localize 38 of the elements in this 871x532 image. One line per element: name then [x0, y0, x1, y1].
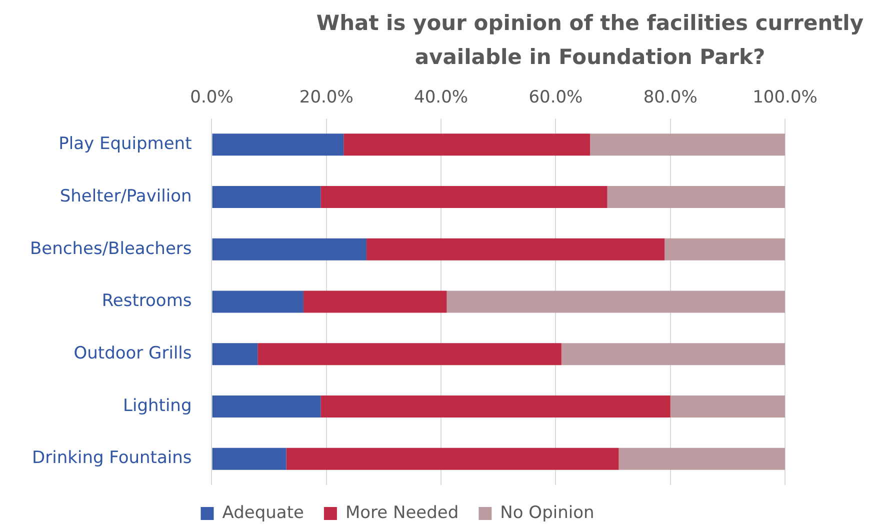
x-tick-label: 80.0% [643, 88, 698, 108]
bar [670, 395, 785, 418]
y-tick-label: Benches/Bleachers [30, 238, 192, 259]
x-tick-label: 40.0% [414, 88, 468, 108]
bar [212, 134, 344, 156]
x-tick-label: 60.0% [528, 88, 583, 108]
bar [446, 290, 785, 313]
bar [258, 343, 562, 366]
x-tick-label: 100.0% [752, 88, 818, 108]
bar [320, 395, 670, 418]
bar [561, 343, 785, 366]
bar [607, 186, 785, 208]
bar [212, 395, 321, 418]
bar [212, 238, 367, 260]
x-tick-label: 0.0% [190, 88, 234, 108]
y-tick-label: Lighting [123, 396, 192, 416]
y-tick-label: Drinking Fountains [32, 448, 192, 468]
bar [212, 448, 286, 470]
y-tick-label: Outdoor Grills [74, 343, 192, 364]
bar [212, 186, 321, 208]
bar [590, 134, 785, 156]
bar [212, 290, 304, 313]
bar [286, 448, 619, 470]
y-tick-label: Play Equipment [58, 134, 192, 154]
legend-label: More Needed [345, 502, 459, 523]
y-tick-label: Restrooms [102, 291, 192, 312]
bar [618, 448, 785, 470]
bar [320, 186, 608, 208]
bar [664, 238, 785, 260]
bar [303, 290, 447, 313]
y-tick-label: Shelter/Pavilion [60, 186, 192, 206]
bar [366, 238, 665, 260]
bar [212, 343, 258, 366]
bar [344, 134, 590, 156]
x-tick-label: 20.0% [299, 88, 354, 108]
chart-title: What is your opinion of the facilities currently available in Foundation Park? [315, 10, 865, 71]
legend-label: No Opinion [500, 502, 594, 523]
legend-label: Adequate [222, 502, 304, 523]
